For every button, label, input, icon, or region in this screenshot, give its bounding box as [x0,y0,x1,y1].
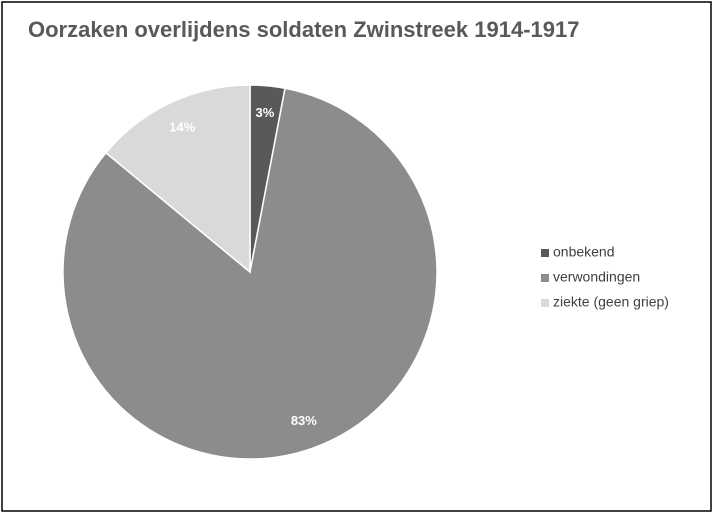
pie-slice [62,87,438,460]
legend-label: verwondingen [553,269,640,285]
value-label: 14% [169,120,195,135]
legend-swatch [541,274,549,282]
legend-label: onbekend [553,244,615,260]
value-label: 83% [291,413,317,428]
value-label: 3% [256,105,275,120]
chart-title: Oorzaken overlijdens soldaten Zwinstreek… [28,17,579,42]
legend-label: ziekte (geen griep) [553,294,669,310]
legend-swatch [541,249,549,257]
pie-slice [104,84,251,274]
legend-swatch [541,299,549,307]
